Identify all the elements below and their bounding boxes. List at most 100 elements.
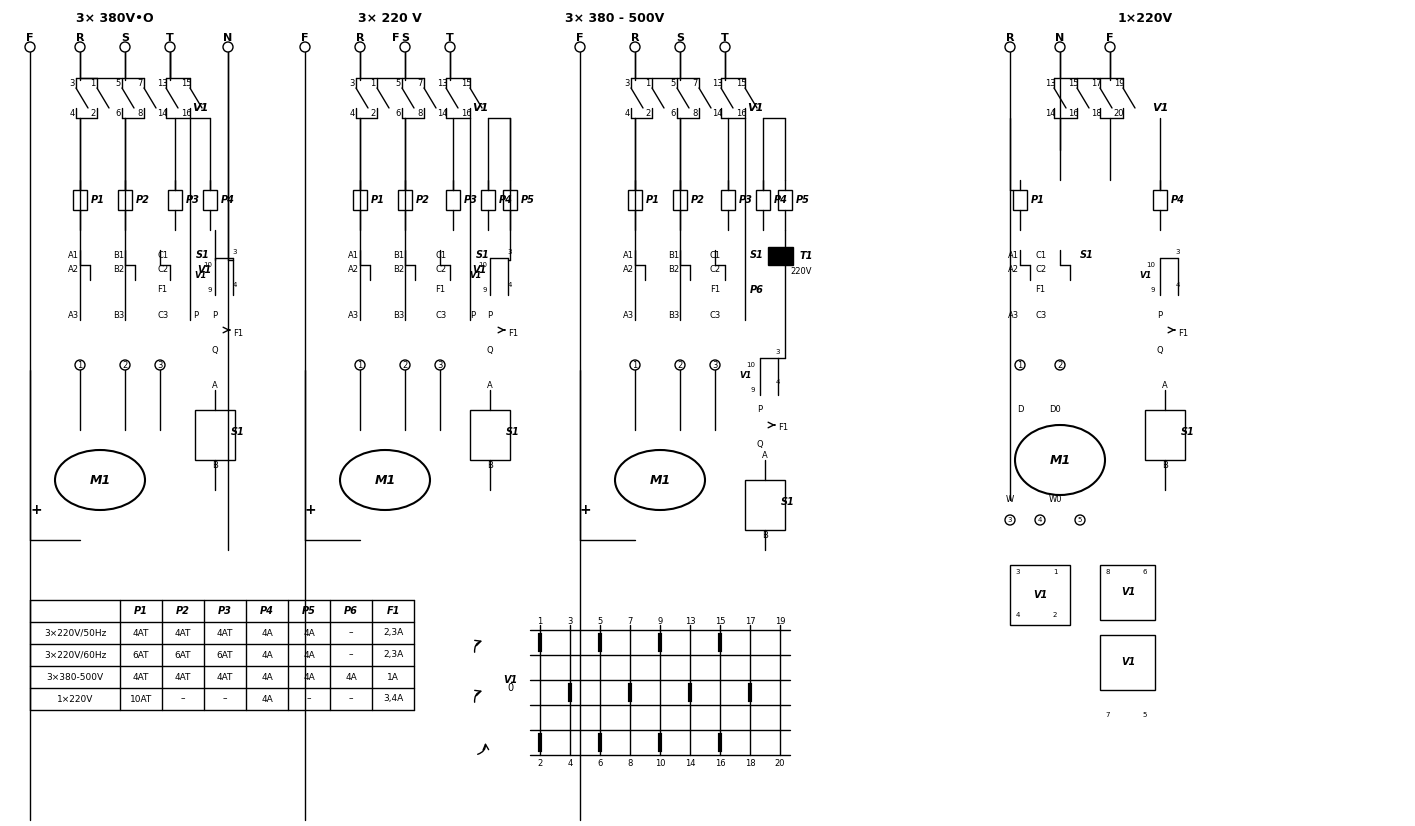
Text: 13: 13 [157,78,167,88]
Text: P3: P3 [185,195,200,205]
Text: C3: C3 [434,311,446,320]
Text: V1: V1 [1121,657,1135,667]
Text: 4A: 4A [303,651,316,659]
Text: 10: 10 [1146,262,1155,268]
Text: F1: F1 [434,286,446,295]
Text: V1: V1 [1121,587,1135,597]
Text: 220V: 220V [790,267,811,276]
Text: 1: 1 [645,78,651,88]
Text: 1: 1 [358,360,362,369]
Text: S1: S1 [231,427,245,437]
Text: 8: 8 [1105,569,1111,575]
Text: F1: F1 [710,286,720,295]
Text: –: – [348,651,354,659]
Bar [481,190,495,210]
Text: A: A [763,450,768,459]
Text: –: – [222,695,228,704]
Text: 4A: 4A [262,629,273,638]
Text: P1: P1 [134,606,149,616]
Text: 15: 15 [461,78,471,88]
Bar [628,190,642,210]
Text: 4A: 4A [345,672,357,681]
Text: 14: 14 [157,108,167,117]
Text: A: A [212,381,218,390]
Text: 10: 10 [746,362,756,368]
Text: 0: 0 [507,683,514,693]
Text: 1: 1 [371,78,375,88]
Text: S1: S1 [1080,250,1094,260]
Text: 4A: 4A [262,651,273,659]
Text: 4: 4 [350,108,355,117]
Text: 14: 14 [685,758,695,767]
Text: A2: A2 [348,265,359,274]
Text: P6: P6 [750,285,764,295]
Text: P1: P1 [371,195,385,205]
Text: 13: 13 [712,78,722,88]
Text: P1: P1 [1032,195,1044,205]
Text: C2: C2 [157,265,168,274]
Text: 1: 1 [78,360,82,369]
Text: 5: 5 [1078,517,1082,523]
Text: 5: 5 [597,618,603,626]
Text: 3× 220 V: 3× 220 V [358,12,422,25]
Text: 7: 7 [1105,712,1111,718]
Text: +: + [30,503,42,517]
Text: 1: 1 [633,360,638,369]
Bar [398,190,412,210]
Text: V1: V1 [502,675,516,685]
Text: 5: 5 [395,78,400,88]
Text: 5: 5 [116,78,120,88]
Text: 3: 3 [567,618,573,626]
Text: 10: 10 [202,262,212,268]
Text: 3: 3 [508,249,512,255]
Text: 2: 2 [402,360,408,369]
Text: P5: P5 [797,195,809,205]
Text: F1: F1 [157,286,167,295]
Text: D: D [1017,406,1023,415]
Text: A2: A2 [1007,265,1019,274]
Text: 6: 6 [671,108,676,117]
Text: A2: A2 [623,265,634,274]
Text: R: R [76,33,85,43]
Bar [768,247,792,265]
Text: +: + [579,503,591,517]
Text: R: R [631,33,640,43]
Text: V1: V1 [192,103,208,113]
Text: 4AT: 4AT [175,629,191,638]
Bar [74,190,86,210]
Text: F1: F1 [508,329,518,338]
Text: W0: W0 [1049,496,1061,505]
Bar [756,190,770,210]
Text: 1: 1 [91,78,96,88]
Text: 6: 6 [395,108,400,117]
Text: P4: P4 [774,195,788,205]
Text: P3: P3 [739,195,753,205]
Text: C1: C1 [434,250,446,259]
Text: 3: 3 [69,78,75,88]
Text: Q: Q [212,345,218,354]
Text: 20: 20 [1114,108,1125,117]
Text: 1A: 1A [388,672,399,681]
Text: M1: M1 [89,473,110,487]
Text: V1: V1 [197,265,211,275]
Text: P1: P1 [91,195,105,205]
Text: 2: 2 [1057,360,1063,369]
Text: D0: D0 [1049,406,1061,415]
Text: 6: 6 [597,758,603,767]
Text: 7: 7 [137,78,143,88]
Text: 3: 3 [775,349,780,355]
Text: P2: P2 [136,195,150,205]
Bar [1010,565,1070,625]
Text: P: P [1157,311,1163,320]
Text: 4A: 4A [303,629,316,638]
Text: 6AT: 6AT [174,651,191,659]
Text: 1: 1 [1017,360,1023,369]
Text: P4: P4 [499,195,512,205]
Text: 3: 3 [1176,249,1180,255]
Text: S1: S1 [197,250,209,260]
Text: M1: M1 [375,473,396,487]
Text: 10: 10 [655,758,665,767]
Text: –: – [348,695,354,704]
Text: S: S [122,33,129,43]
Text: 9: 9 [750,387,756,393]
